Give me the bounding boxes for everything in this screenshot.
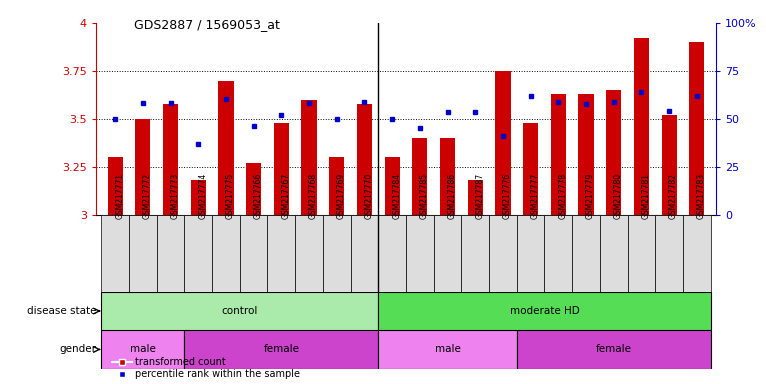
Text: GSM217780: GSM217780 xyxy=(614,173,623,219)
Bar xyxy=(572,215,600,292)
Bar xyxy=(101,330,185,369)
Bar xyxy=(218,81,234,215)
Bar xyxy=(378,330,517,369)
Bar xyxy=(606,90,621,215)
Bar xyxy=(273,123,289,215)
Bar xyxy=(101,292,378,330)
Bar xyxy=(496,71,511,215)
Text: GSM217767: GSM217767 xyxy=(281,173,290,219)
Text: male: male xyxy=(434,344,460,354)
Text: GSM217775: GSM217775 xyxy=(226,173,235,219)
Legend: transformed count, percentile rank within the sample: transformed count, percentile rank withi… xyxy=(108,353,303,383)
Bar xyxy=(136,119,150,215)
Text: male: male xyxy=(130,344,155,354)
Bar xyxy=(163,104,178,215)
Text: disease state: disease state xyxy=(27,306,96,316)
Text: GSM217787: GSM217787 xyxy=(475,173,484,219)
Text: GSM217781: GSM217781 xyxy=(641,173,650,219)
Bar xyxy=(578,94,594,215)
Bar xyxy=(107,157,123,215)
Bar xyxy=(627,215,655,292)
Bar xyxy=(633,38,649,215)
Bar xyxy=(191,180,206,215)
Bar xyxy=(517,215,545,292)
Text: GSM217785: GSM217785 xyxy=(420,173,429,219)
Text: moderate HD: moderate HD xyxy=(509,306,579,316)
Text: GSM217768: GSM217768 xyxy=(309,173,318,219)
Bar xyxy=(212,215,240,292)
Bar xyxy=(600,215,627,292)
Text: GSM217774: GSM217774 xyxy=(198,173,208,219)
Bar xyxy=(378,215,406,292)
Text: GSM217784: GSM217784 xyxy=(392,173,401,219)
Bar xyxy=(689,42,705,215)
Text: GSM217782: GSM217782 xyxy=(669,173,678,219)
Text: female: female xyxy=(596,344,632,354)
Bar xyxy=(385,157,400,215)
Text: control: control xyxy=(221,306,258,316)
Text: GSM217769: GSM217769 xyxy=(337,173,345,219)
Bar xyxy=(295,215,323,292)
Bar xyxy=(683,215,711,292)
Bar xyxy=(357,104,372,215)
Bar xyxy=(329,157,345,215)
Bar xyxy=(662,115,676,215)
Bar xyxy=(157,215,185,292)
Bar xyxy=(489,215,517,292)
Text: GSM217770: GSM217770 xyxy=(365,173,374,219)
Bar xyxy=(523,123,538,215)
Bar xyxy=(517,330,711,369)
Bar xyxy=(412,138,427,215)
Bar xyxy=(301,100,316,215)
Text: female: female xyxy=(264,344,300,354)
Bar xyxy=(240,215,267,292)
Bar xyxy=(129,215,157,292)
Bar xyxy=(246,163,261,215)
Bar xyxy=(323,215,351,292)
Bar xyxy=(434,215,461,292)
Text: GSM217779: GSM217779 xyxy=(586,173,595,219)
Text: GSM217772: GSM217772 xyxy=(142,173,152,219)
Text: GSM217766: GSM217766 xyxy=(254,173,263,219)
Text: GSM217771: GSM217771 xyxy=(115,173,124,219)
Bar xyxy=(351,215,378,292)
Text: GDS2887 / 1569053_at: GDS2887 / 1569053_at xyxy=(134,18,280,31)
Bar xyxy=(440,138,455,215)
Text: GSM217783: GSM217783 xyxy=(697,173,705,219)
Text: GSM217777: GSM217777 xyxy=(531,173,539,219)
Text: gender: gender xyxy=(59,344,96,354)
Text: GSM217773: GSM217773 xyxy=(171,173,179,219)
Bar xyxy=(551,94,566,215)
Text: GSM217786: GSM217786 xyxy=(447,173,457,219)
Bar xyxy=(185,330,378,369)
Text: GSM217778: GSM217778 xyxy=(558,173,568,219)
Bar xyxy=(461,215,489,292)
Bar xyxy=(101,215,129,292)
Bar xyxy=(655,215,683,292)
Bar xyxy=(406,215,434,292)
Bar xyxy=(467,180,483,215)
Bar xyxy=(545,215,572,292)
Text: GSM217776: GSM217776 xyxy=(503,173,512,219)
Bar xyxy=(267,215,295,292)
Bar xyxy=(185,215,212,292)
Bar xyxy=(378,292,711,330)
